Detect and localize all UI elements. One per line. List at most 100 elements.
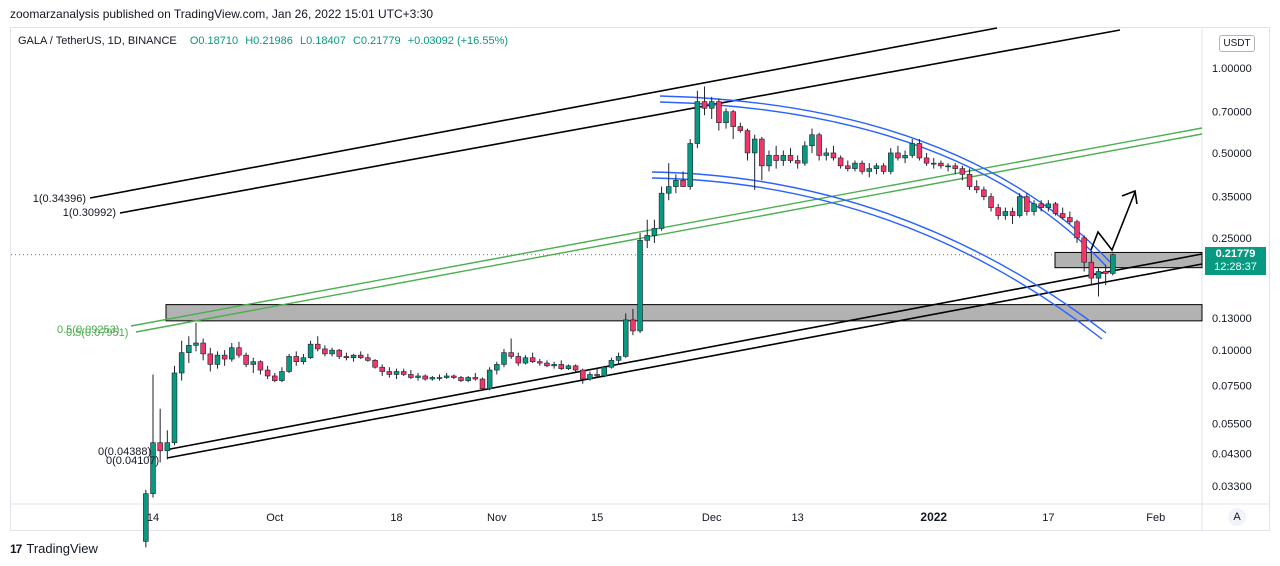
candle bbox=[422, 374, 428, 381]
symbol-legend: GALA / TetherUS, 1D, BINANCE O0.18710 H0… bbox=[18, 35, 508, 47]
candle bbox=[329, 347, 335, 357]
y-tick-label: 1.00000 bbox=[1212, 63, 1252, 75]
level-annotations: 1(0.34396) 1(0.30992) 0.5(0.09253)0.5(0.07… bbox=[33, 193, 159, 467]
candle-body bbox=[665, 186, 672, 194]
candle bbox=[350, 353, 357, 362]
candle bbox=[759, 136, 765, 181]
low-value: L0.18407 bbox=[299, 35, 346, 47]
candle-body bbox=[379, 366, 385, 372]
x-tick-label: Feb bbox=[1146, 512, 1165, 524]
candle bbox=[537, 359, 543, 366]
candle-body bbox=[164, 442, 171, 452]
publisher-line: zoomarzanalysis published on TradingView… bbox=[10, 7, 434, 21]
candle bbox=[214, 351, 221, 369]
y-tick-label: 0.07500 bbox=[1212, 380, 1252, 392]
y-tick-label: 0.13000 bbox=[1212, 313, 1252, 325]
candle-body bbox=[486, 369, 493, 390]
candle-body bbox=[315, 343, 321, 350]
candle bbox=[637, 233, 643, 334]
currency-badge[interactable]: USDT bbox=[1219, 35, 1255, 52]
chart-drawings bbox=[11, 27, 1203, 459]
candle bbox=[859, 160, 865, 175]
candle-body bbox=[343, 356, 350, 359]
candle bbox=[436, 374, 443, 381]
candle bbox=[229, 343, 235, 362]
candle-body bbox=[895, 152, 901, 159]
candle-body bbox=[773, 155, 779, 161]
candle bbox=[737, 122, 744, 133]
candle bbox=[1102, 265, 1109, 286]
candle-body bbox=[451, 375, 457, 378]
candle-body bbox=[529, 357, 536, 363]
candle-body bbox=[171, 372, 178, 443]
candle bbox=[250, 357, 257, 373]
chart-frame[interactable] bbox=[10, 27, 1270, 531]
candle-body bbox=[1002, 211, 1009, 216]
candle-body bbox=[1074, 221, 1080, 239]
candle-body bbox=[751, 138, 758, 154]
candle bbox=[186, 336, 192, 364]
candle-body bbox=[286, 356, 292, 372]
y-tick-label: 0.04300 bbox=[1212, 449, 1252, 461]
candle bbox=[902, 150, 908, 164]
candle bbox=[357, 351, 364, 360]
candle bbox=[544, 360, 550, 368]
candle-body bbox=[336, 349, 342, 357]
candle-body bbox=[221, 354, 228, 360]
candle bbox=[988, 193, 994, 212]
candle bbox=[830, 145, 837, 161]
candle bbox=[730, 109, 736, 140]
candle-body bbox=[1052, 203, 1059, 214]
candle-body bbox=[143, 493, 149, 542]
candle-body bbox=[680, 179, 686, 187]
candle-body bbox=[1067, 217, 1073, 223]
candle bbox=[515, 352, 522, 366]
candle-body bbox=[307, 343, 314, 359]
candle-body bbox=[973, 186, 980, 191]
candle-body bbox=[794, 160, 801, 164]
symbol-pair[interactable]: GALA / TetherUS, 1D, BINANCE bbox=[18, 35, 177, 47]
candle-body bbox=[637, 240, 643, 332]
candle bbox=[1024, 193, 1030, 216]
brand-name: TradingView bbox=[26, 541, 98, 556]
candle-body bbox=[587, 374, 593, 380]
candle bbox=[171, 365, 178, 446]
candle-body bbox=[859, 162, 865, 172]
candle bbox=[1045, 200, 1052, 212]
candle-body bbox=[272, 375, 278, 381]
candle bbox=[451, 374, 457, 380]
chart-grid bbox=[11, 28, 1269, 530]
fib-level-label: 1(0.30992) bbox=[63, 207, 116, 219]
candle bbox=[143, 489, 149, 548]
fib-level-label: 1(0.34396) bbox=[33, 193, 86, 205]
candle-body bbox=[501, 352, 507, 365]
tradingview-brand[interactable]: 17 TradingView bbox=[10, 541, 98, 556]
arc-channel-line bbox=[659, 101, 1107, 267]
candle bbox=[680, 171, 686, 187]
candle-body bbox=[580, 369, 586, 380]
candle-body bbox=[931, 162, 937, 165]
candle-body bbox=[658, 192, 665, 229]
candle-body bbox=[178, 352, 185, 374]
candle bbox=[708, 96, 715, 119]
candle-body bbox=[551, 364, 557, 367]
auto-scale-button[interactable]: A bbox=[1228, 508, 1246, 526]
candle-body bbox=[458, 377, 464, 381]
candle bbox=[443, 372, 450, 380]
candle-body bbox=[558, 364, 565, 369]
candle bbox=[236, 341, 242, 358]
candle bbox=[293, 351, 299, 366]
candle-body bbox=[537, 361, 543, 364]
y-tick-label: 0.03300 bbox=[1212, 481, 1252, 493]
candle bbox=[1016, 193, 1023, 218]
candle bbox=[221, 350, 228, 366]
y-tick-label: 0.50000 bbox=[1212, 148, 1252, 160]
candle bbox=[551, 361, 557, 369]
candle-body bbox=[250, 361, 257, 365]
candle-body bbox=[357, 354, 364, 359]
candle bbox=[973, 180, 980, 194]
candle-body bbox=[687, 143, 693, 187]
candle bbox=[178, 340, 185, 381]
candle bbox=[1088, 250, 1095, 286]
